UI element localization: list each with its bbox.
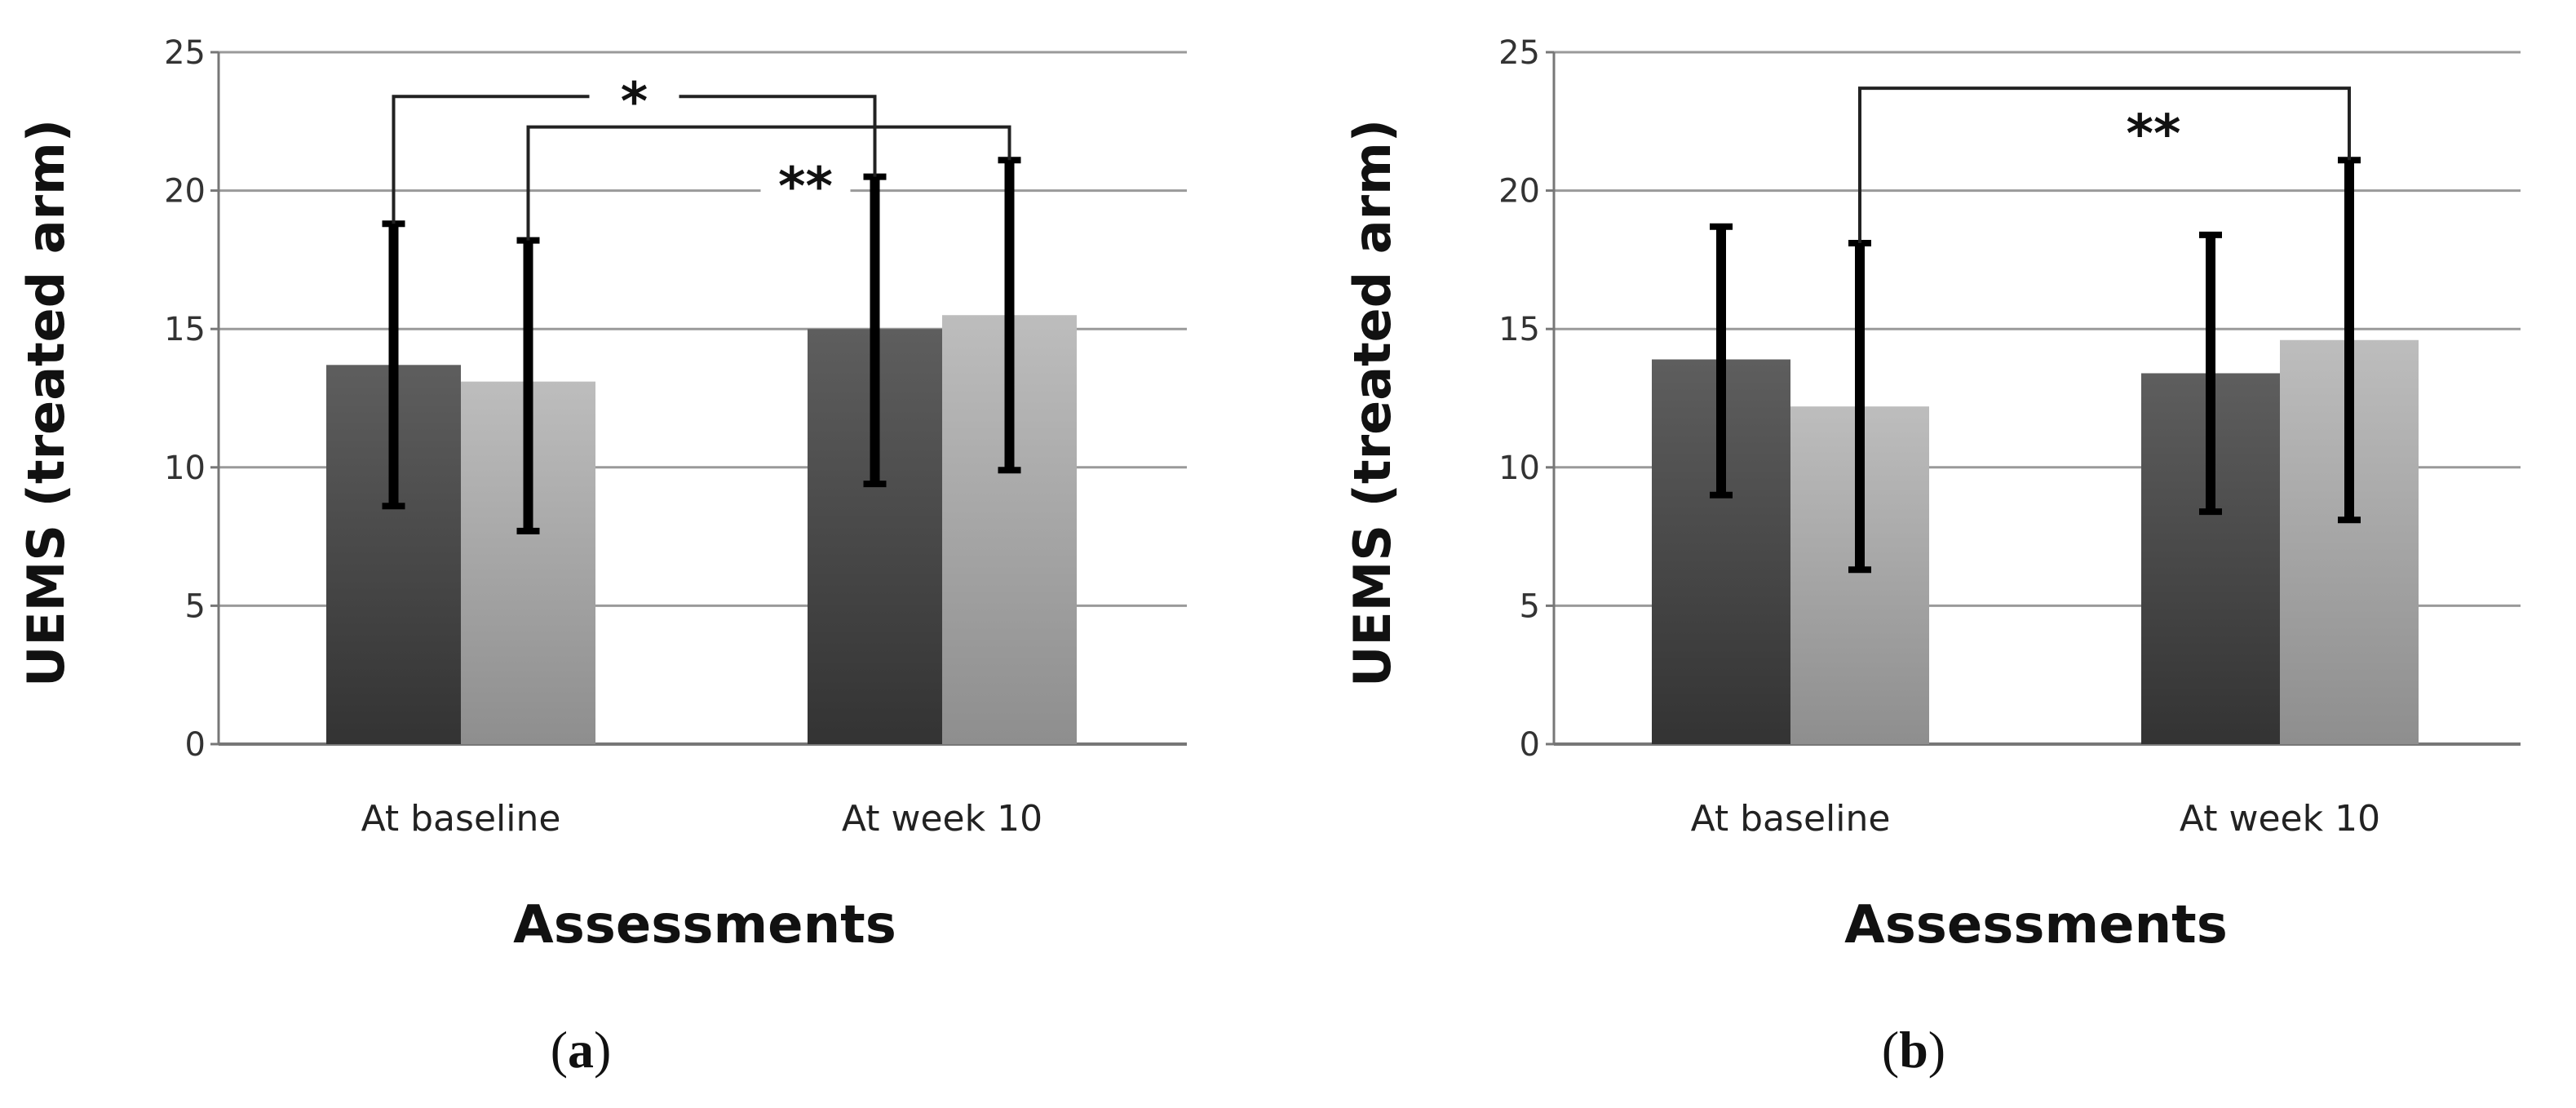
panel-a-significance-label-background — [589, 80, 679, 126]
panel-a-y-tick-label: 0 — [185, 726, 206, 764]
panel-b-y-tick-label: 15 — [1498, 311, 1540, 348]
panel-a: UEMS (treated arm) Assessments (a) 0 5 10 1… — [16, 34, 1187, 1079]
panel-b-category-label: At week 10 — [2180, 798, 2380, 840]
panel-b-error-bar-0-1 — [2199, 231, 2222, 516]
panel-b: UEMS (treated arm) Assessments (b) 0 5 10 1… — [1343, 34, 2521, 1079]
panel-b-significance-label-background — [2109, 113, 2198, 159]
panel-b-y-axis-label: UEMS (treated arm) — [1343, 119, 1402, 687]
panel-b-error-bar-0-0 — [1710, 223, 1733, 499]
panel-a-y-tick-label: 25 — [164, 34, 206, 72]
panel-b-x-axis-label: Assessments — [1844, 895, 2228, 955]
panel-b-y-tick-label: 10 — [1498, 450, 1540, 487]
panel-a-y-axis-label: UEMS (treated arm) — [16, 119, 76, 687]
panel-a-significance-bracket-1: ** — [526, 125, 1011, 241]
panel-b-y-tick-label: 0 — [1520, 726, 1540, 764]
panel-a-significance-label: * — [621, 72, 648, 132]
panel-a-significance-label-background — [760, 165, 851, 211]
panel-b-significance-bracket-0: ** — [1858, 86, 2351, 244]
panel-a-significance-label: ** — [778, 157, 833, 218]
panel-b-plot: 0 5 10 15 20 25 At baseline At week 10 ** — [1498, 34, 2521, 840]
panel-a-category-label: At week 10 — [842, 798, 1042, 840]
panel-b-category-label: At baseline — [1691, 798, 1891, 840]
panel-a-x-axis-label: Assessments — [513, 895, 896, 955]
panel-a-caption: (a) — [551, 1021, 612, 1079]
panel-b-caption: (b) — [1882, 1021, 1945, 1079]
panel-a-y-tick-label: 10 — [164, 450, 206, 487]
panel-a-y-tick-label: 15 — [164, 311, 206, 348]
panel-b-y-tick-label: 5 — [1520, 587, 1540, 625]
panel-b-y-tick-label: 25 — [1498, 34, 1540, 72]
panel-b-significance-label: ** — [2127, 104, 2181, 165]
panel-b-y-tick-label: 20 — [1498, 173, 1540, 211]
panel-a-category-label: At baseline — [361, 798, 561, 840]
panel-a-significance-bracket-0: * — [392, 72, 877, 224]
panel-a-y-tick-label: 5 — [185, 587, 206, 625]
panel-a-y-tick-label: 20 — [164, 173, 206, 211]
